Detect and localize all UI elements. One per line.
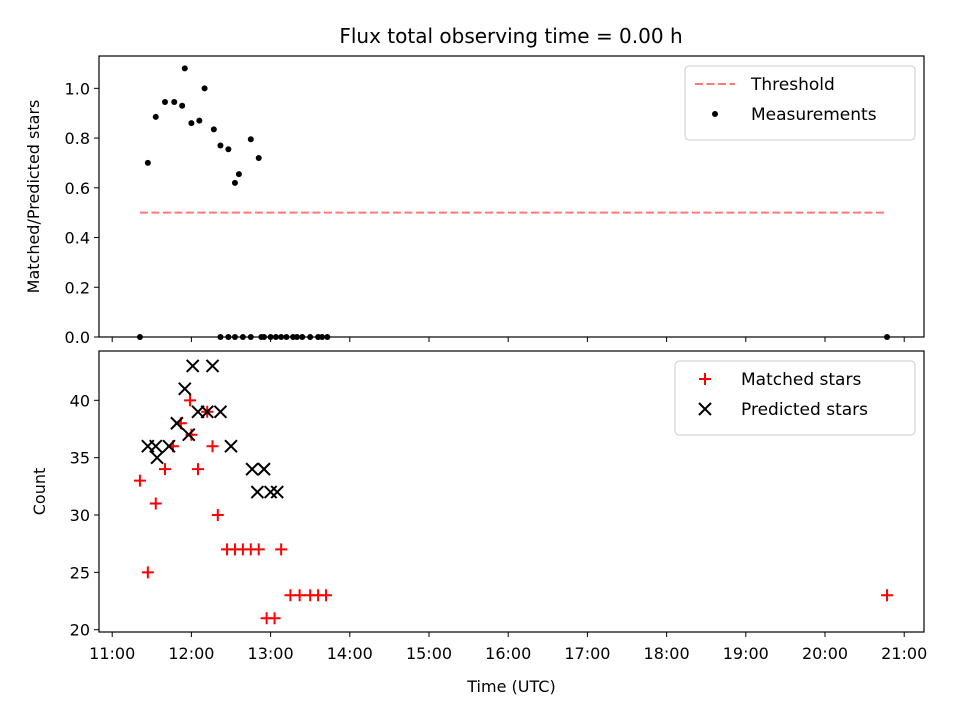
legend-box	[674, 360, 916, 436]
data-point	[170, 416, 184, 430]
data-point	[162, 99, 168, 106]
data-point	[235, 171, 242, 178]
x-tick-label: 14:00	[327, 644, 373, 663]
x-tick-label: 11:00	[89, 644, 135, 663]
data-point	[205, 359, 220, 373]
data-point	[257, 462, 271, 476]
y-tick-label: 0.4	[65, 229, 90, 248]
data-point	[201, 85, 208, 92]
y-tick-label: 0.6	[65, 179, 90, 198]
data-point	[225, 146, 232, 153]
legend-swatch	[699, 373, 711, 385]
data-point	[188, 120, 195, 127]
bottom-panel: 20 25 30 35 40 11:00 12:00 13:00 14:00 15:00 16:00…	[30, 350, 927, 696]
x-tick-label: 21:00	[881, 644, 927, 663]
y-tick-label: 40	[70, 391, 90, 410]
data-point	[245, 462, 259, 476]
data-point	[141, 566, 154, 579]
x-tick-label: 19:00	[723, 644, 769, 663]
axes-frame	[98, 350, 925, 633]
x-axis-label: Time (UTC)	[466, 677, 555, 696]
data-point	[171, 99, 178, 106]
legend-swatch	[712, 111, 718, 117]
legend: Matched stars Predicted stars	[674, 360, 916, 436]
x-tick-label: 18:00	[644, 644, 690, 663]
data-point	[320, 589, 333, 602]
chart-title: Flux total observing time = 0.00 h	[339, 24, 682, 48]
legend-swatch	[698, 402, 712, 416]
x-tick-label: 12:00	[168, 644, 214, 663]
axes-frame	[98, 55, 925, 338]
data-point	[184, 394, 197, 407]
y-tick-label: 35	[70, 449, 90, 468]
data-point	[144, 159, 151, 166]
data-point	[133, 474, 146, 487]
data-point	[210, 126, 217, 133]
data-point	[247, 136, 254, 143]
data-point	[224, 439, 238, 453]
data-point	[268, 612, 281, 625]
legend-label: Threshold	[750, 75, 835, 95]
legend-label: Measurements	[751, 105, 877, 125]
data-point	[200, 405, 214, 419]
data-point	[270, 485, 284, 499]
legend-label: Predicted stars	[741, 400, 868, 420]
data-point	[162, 439, 176, 453]
y-tick-label: 0.2	[65, 278, 90, 297]
x-tick-label: 15:00	[406, 644, 452, 663]
data-point	[181, 65, 188, 72]
data-point	[196, 117, 203, 124]
legend-label: Matched stars	[741, 370, 861, 390]
data-point	[250, 485, 265, 499]
y-tick-label: 30	[70, 506, 90, 525]
data-point	[231, 179, 238, 186]
data-point	[252, 543, 265, 556]
data-point	[192, 463, 204, 476]
y-axis-label: Matched/Predicted stars	[24, 100, 43, 294]
x-tick-label: 16:00	[485, 644, 531, 663]
data-point	[206, 440, 219, 453]
data-point	[159, 463, 171, 476]
legend: Threshold Measurements	[684, 65, 916, 141]
data-point	[178, 382, 192, 396]
y-axis-label: Count	[30, 468, 49, 516]
x-tick-label: 17:00	[564, 644, 610, 663]
y-tick-label: 0.0	[65, 328, 90, 347]
data-point	[152, 113, 159, 120]
x-tick-label: 13:00	[248, 644, 294, 663]
y-tick-label: 0.8	[65, 129, 90, 148]
data-point	[182, 428, 196, 442]
data-point	[179, 102, 186, 109]
data-point	[211, 509, 224, 522]
x-tick-label: 20:00	[802, 644, 848, 663]
legend-box	[684, 65, 916, 141]
data-point	[149, 497, 162, 510]
data-point	[149, 439, 163, 453]
data-point	[150, 450, 164, 465]
y-tick-label: 25	[70, 563, 90, 582]
data-point	[255, 154, 262, 161]
data-point	[293, 589, 306, 602]
data-point	[213, 405, 228, 419]
data-point	[186, 359, 200, 373]
data-point	[881, 589, 894, 602]
top-panel: 0.0 0.2 0.4 0.6 0.8 1.0 Matched/Predicted star…	[24, 55, 925, 347]
data-point	[217, 142, 224, 149]
y-tick-label: 1.0	[65, 79, 90, 98]
y-tick-label: 20	[70, 621, 90, 640]
data-point	[275, 543, 288, 556]
